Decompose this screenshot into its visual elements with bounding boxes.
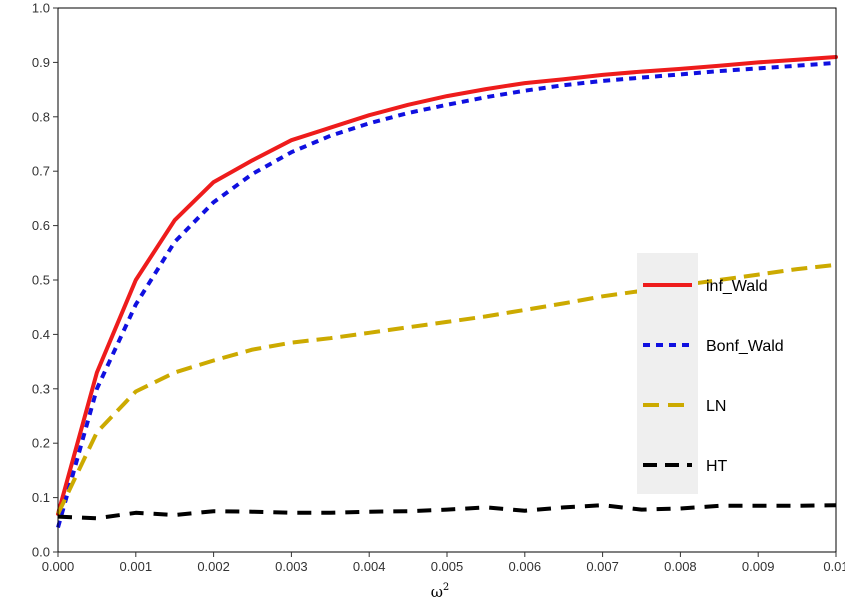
x-tick-label: 0.001	[120, 559, 153, 574]
series-line-bonf-wald	[56, 60, 837, 529]
legend-label-bonf-wald: Bonf_Wald	[706, 338, 784, 355]
y-tick-label: 0.6	[32, 218, 50, 233]
x-tick-label: 0.002	[197, 559, 230, 574]
y-tick-label: 0.0	[32, 545, 50, 560]
x-tick-label: 0.007	[586, 559, 619, 574]
legend-box	[637, 253, 698, 494]
legend-label-ht: HT	[706, 458, 728, 475]
x-axis-title-superscript: 2	[443, 582, 449, 593]
y-tick-label: 0.5	[32, 273, 50, 288]
x-tick-label: 0.009	[742, 559, 775, 574]
x-tick-label: 0.004	[353, 559, 386, 574]
y-tick-label: 0.4	[32, 327, 50, 342]
series-line-ln	[56, 262, 837, 515]
x-tick-label: 0.003	[275, 559, 308, 574]
series-line-inf-wald	[56, 55, 838, 516]
legend-label-ln: LN	[706, 398, 726, 415]
series-line-ht	[57, 503, 837, 521]
legend: inf_Wald Bonf_Wald LN HT	[637, 253, 784, 494]
x-tick-label: 0.008	[664, 559, 697, 574]
y-tick-label: 0.7	[32, 164, 50, 179]
y-tick-label: 0.1	[32, 490, 50, 505]
y-tick-label: 0.8	[32, 109, 50, 124]
x-tick-label: 0.006	[509, 559, 542, 574]
x-tick-label: 0.000	[42, 559, 75, 574]
y-tick-label: 1.0	[32, 1, 50, 16]
x-axis: 0.000 0.001 0.002 0.003 0.004 0.005 0.006 0.007…	[42, 552, 845, 574]
series-lines	[56, 55, 838, 529]
x-tick-label: 0.01	[823, 559, 845, 574]
y-axis: 0.0 0.1 0.2 0.3 0.4 0.5 0.6 0.7 0.8 0.9 1.0	[32, 1, 58, 560]
legend-label-inf-wald: inf_Wald	[706, 278, 768, 295]
x-axis-title-main: ω	[431, 583, 443, 601]
y-tick-label: 0.9	[32, 55, 50, 70]
y-tick-label: 0.2	[32, 436, 50, 451]
x-axis-title: ω2	[431, 582, 450, 601]
y-tick-label: 0.3	[32, 381, 50, 396]
x-tick-label: 0.005	[431, 559, 464, 574]
